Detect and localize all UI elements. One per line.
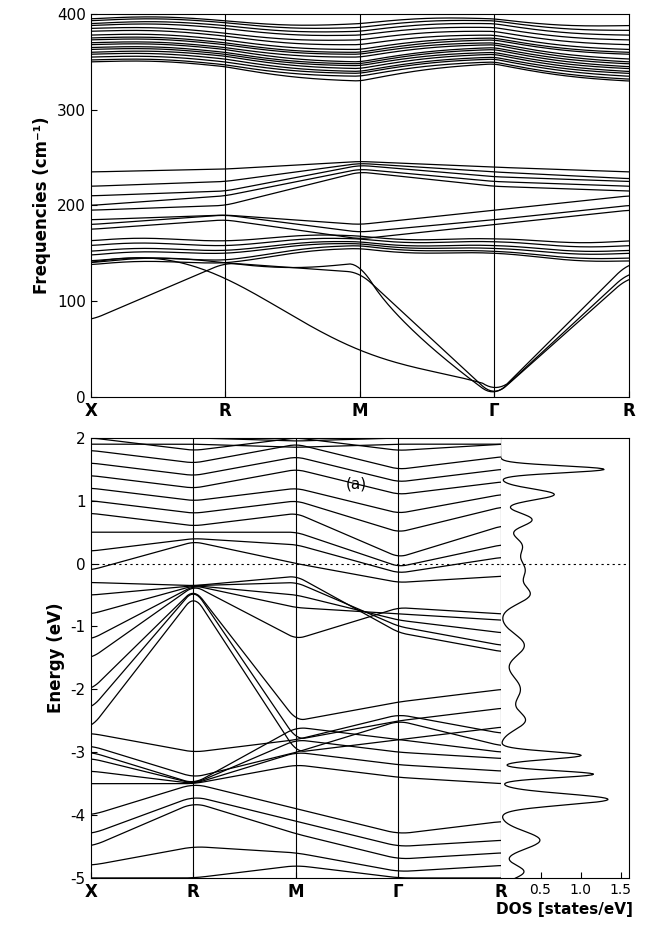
Text: (a): (a): [346, 476, 367, 491]
Y-axis label: Energy (eV): Energy (eV): [47, 603, 65, 714]
Y-axis label: Frequencies (cm⁻¹): Frequencies (cm⁻¹): [33, 116, 51, 294]
X-axis label: DOS [states/eV]: DOS [states/eV]: [496, 902, 633, 917]
